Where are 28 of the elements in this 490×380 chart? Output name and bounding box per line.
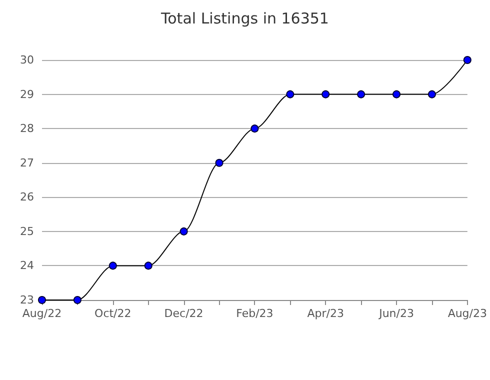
point — [428, 90, 436, 98]
chart-title: Total Listings in 16351 — [160, 10, 329, 28]
y-tick-label: 24 — [20, 259, 34, 272]
y-tick-label: 29 — [20, 88, 34, 101]
x-tick-label: Aug/23 — [448, 307, 488, 320]
point — [73, 296, 82, 304]
x-tick-label: Aug/22 — [22, 307, 62, 320]
point — [108, 262, 117, 270]
y-tick-label: 30 — [20, 54, 34, 66]
y-tick-label: 25 — [20, 224, 34, 238]
y-tick-label: 27 — [20, 156, 34, 170]
x-tick-label: Oct/22 — [94, 307, 132, 320]
x-tick-label: Apr/23 — [307, 307, 344, 320]
point — [286, 90, 294, 98]
y-tick-label: 28 — [20, 122, 34, 136]
x-tick-label: Feb/23 — [236, 307, 274, 320]
point — [322, 90, 330, 98]
point — [392, 90, 401, 98]
point — [180, 227, 188, 236]
point — [250, 124, 259, 133]
point — [144, 262, 152, 270]
y-tick-label: 23 — [20, 294, 34, 306]
point — [215, 158, 224, 167]
x-tick-label: Dec/22 — [164, 307, 204, 320]
y-tick-label: 26 — [20, 190, 34, 204]
point — [357, 90, 366, 98]
x-tick-label: Jun/23 — [378, 307, 414, 320]
point — [463, 56, 472, 64]
